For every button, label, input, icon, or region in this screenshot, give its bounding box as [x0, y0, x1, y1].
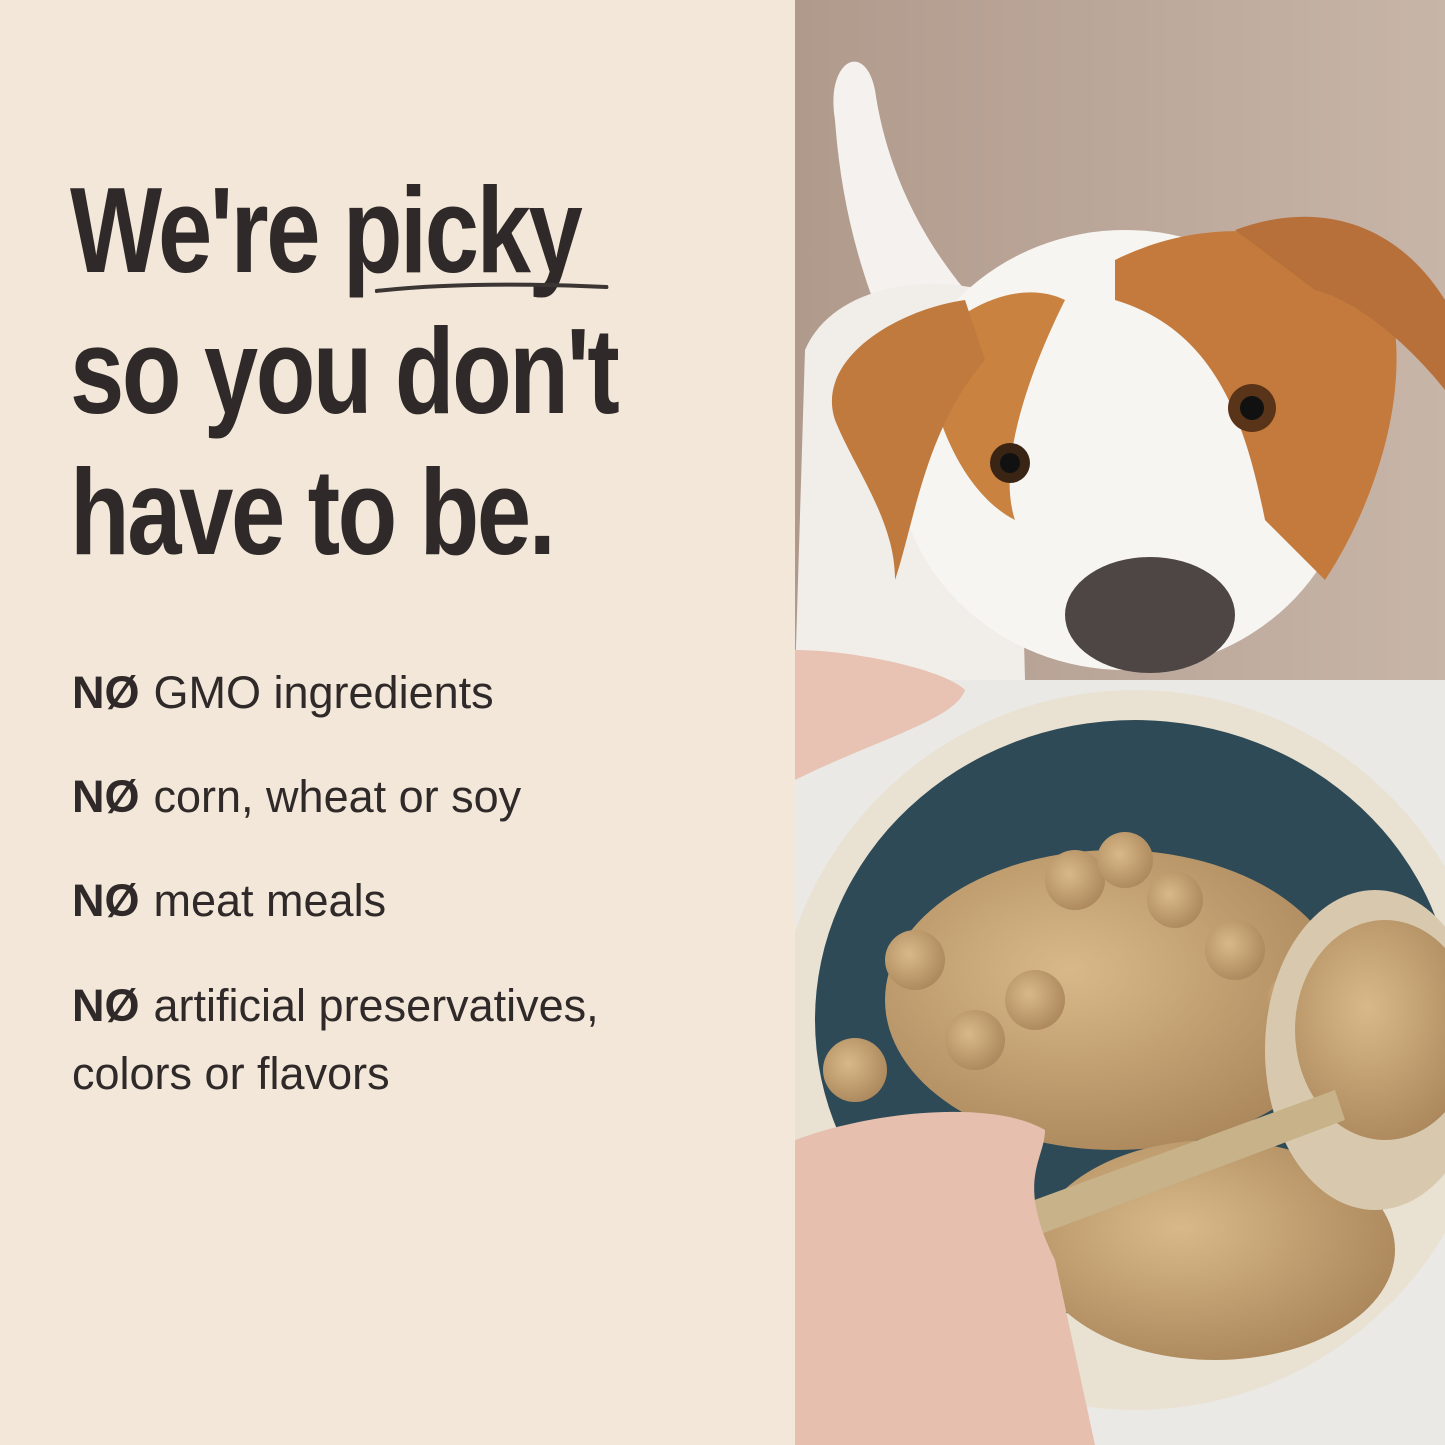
- headline-word: We're: [70, 162, 321, 298]
- item-text: meat meals: [153, 875, 387, 926]
- photo-illustration: [795, 0, 1445, 1445]
- item-text-continued: colors or flavors: [72, 1048, 390, 1099]
- item-text: artificial preservatives,: [153, 980, 599, 1031]
- text-panel: We're picky so you don't have to be. NØ G…: [70, 160, 790, 1146]
- no-prefix: NØ: [72, 667, 140, 718]
- feature-list: NØ GMO ingredients NØ corn, wheat or soy N…: [72, 660, 599, 1146]
- emphasis-word: picky: [342, 162, 583, 298]
- dog-food-photo: [795, 0, 1445, 1445]
- headline-emphasis: picky: [342, 162, 609, 298]
- no-prefix: NØ: [72, 771, 140, 822]
- list-item: NØ artificial preservatives, colors or fla…: [72, 972, 599, 1108]
- headline-line-1: We're picky: [70, 160, 790, 301]
- list-item: NØ corn, wheat or soy: [72, 764, 599, 830]
- no-prefix: NØ: [72, 980, 140, 1031]
- item-text: corn, wheat or soy: [153, 771, 522, 822]
- brush-underline: [374, 282, 609, 293]
- headline-line-3: have to be.: [70, 444, 556, 580]
- list-item: NØ GMO ingredients: [72, 660, 599, 726]
- headline: We're picky so you don't have to be.: [70, 160, 790, 583]
- list-item: NØ meat meals: [72, 868, 599, 934]
- item-text: GMO ingredients: [153, 667, 494, 718]
- headline-line-2: so you don't: [70, 303, 620, 439]
- no-prefix: NØ: [72, 875, 140, 926]
